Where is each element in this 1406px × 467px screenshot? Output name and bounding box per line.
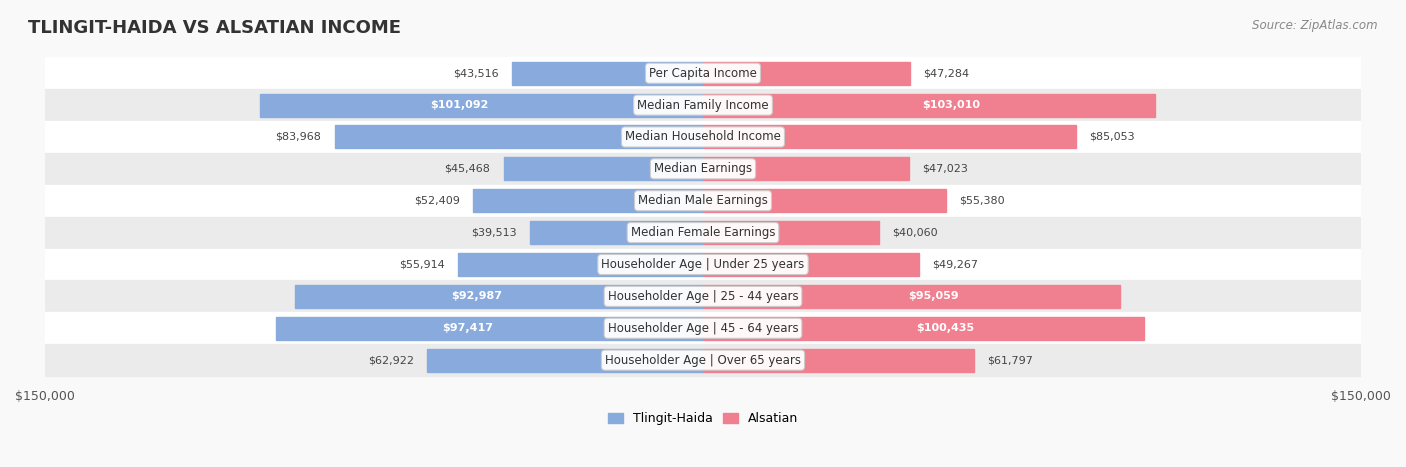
Text: $103,010: $103,010 — [922, 100, 980, 110]
Bar — [45, 248, 1361, 280]
Text: $95,059: $95,059 — [908, 291, 959, 301]
Bar — [703, 285, 1121, 308]
Bar — [260, 93, 703, 117]
Text: $101,092: $101,092 — [430, 100, 488, 110]
Bar — [45, 57, 1361, 89]
Bar — [530, 221, 703, 244]
Text: Per Capita Income: Per Capita Income — [650, 67, 756, 80]
Bar — [45, 217, 1361, 248]
Bar — [45, 312, 1361, 344]
Bar — [45, 89, 1361, 121]
Text: Median Female Earnings: Median Female Earnings — [631, 226, 775, 239]
Text: $97,417: $97,417 — [441, 323, 494, 333]
Text: $47,023: $47,023 — [922, 164, 969, 174]
Text: $62,922: $62,922 — [368, 355, 413, 365]
Bar — [703, 189, 946, 212]
Bar — [276, 317, 703, 340]
Bar — [703, 317, 1143, 340]
Text: $61,797: $61,797 — [987, 355, 1033, 365]
Text: Householder Age | Over 65 years: Householder Age | Over 65 years — [605, 354, 801, 367]
Bar — [703, 157, 910, 180]
Text: Householder Age | 45 - 64 years: Householder Age | 45 - 64 years — [607, 322, 799, 335]
Text: $39,513: $39,513 — [471, 227, 516, 238]
Bar — [703, 126, 1076, 149]
Text: Householder Age | Under 25 years: Householder Age | Under 25 years — [602, 258, 804, 271]
Bar — [503, 157, 703, 180]
Text: $49,267: $49,267 — [932, 260, 979, 269]
Bar — [703, 349, 974, 372]
Bar — [295, 285, 703, 308]
Text: $40,060: $40,060 — [891, 227, 938, 238]
Text: $47,284: $47,284 — [924, 68, 970, 78]
Bar — [335, 126, 703, 149]
Bar — [472, 189, 703, 212]
Bar — [703, 93, 1154, 117]
Bar — [45, 121, 1361, 153]
Text: $43,516: $43,516 — [453, 68, 499, 78]
Bar — [427, 349, 703, 372]
Text: $83,968: $83,968 — [276, 132, 322, 142]
Text: $100,435: $100,435 — [917, 323, 974, 333]
Text: $92,987: $92,987 — [451, 291, 502, 301]
Text: $85,053: $85,053 — [1090, 132, 1135, 142]
Text: $52,409: $52,409 — [413, 196, 460, 206]
Text: Median Household Income: Median Household Income — [626, 130, 780, 143]
Bar — [45, 185, 1361, 217]
Text: $45,468: $45,468 — [444, 164, 491, 174]
Text: Source: ZipAtlas.com: Source: ZipAtlas.com — [1253, 19, 1378, 32]
Text: $55,914: $55,914 — [399, 260, 444, 269]
Bar — [458, 253, 703, 276]
Bar — [45, 153, 1361, 185]
Text: Householder Age | 25 - 44 years: Householder Age | 25 - 44 years — [607, 290, 799, 303]
Bar — [703, 62, 911, 85]
Text: Median Male Earnings: Median Male Earnings — [638, 194, 768, 207]
Bar — [45, 344, 1361, 376]
Bar — [512, 62, 703, 85]
Text: Median Family Income: Median Family Income — [637, 99, 769, 112]
Text: TLINGIT-HAIDA VS ALSATIAN INCOME: TLINGIT-HAIDA VS ALSATIAN INCOME — [28, 19, 401, 37]
Bar — [703, 221, 879, 244]
Bar — [703, 253, 920, 276]
Text: Median Earnings: Median Earnings — [654, 163, 752, 175]
Legend: Tlingit-Haida, Alsatian: Tlingit-Haida, Alsatian — [603, 407, 803, 430]
Bar — [45, 280, 1361, 312]
Text: $55,380: $55,380 — [959, 196, 1005, 206]
